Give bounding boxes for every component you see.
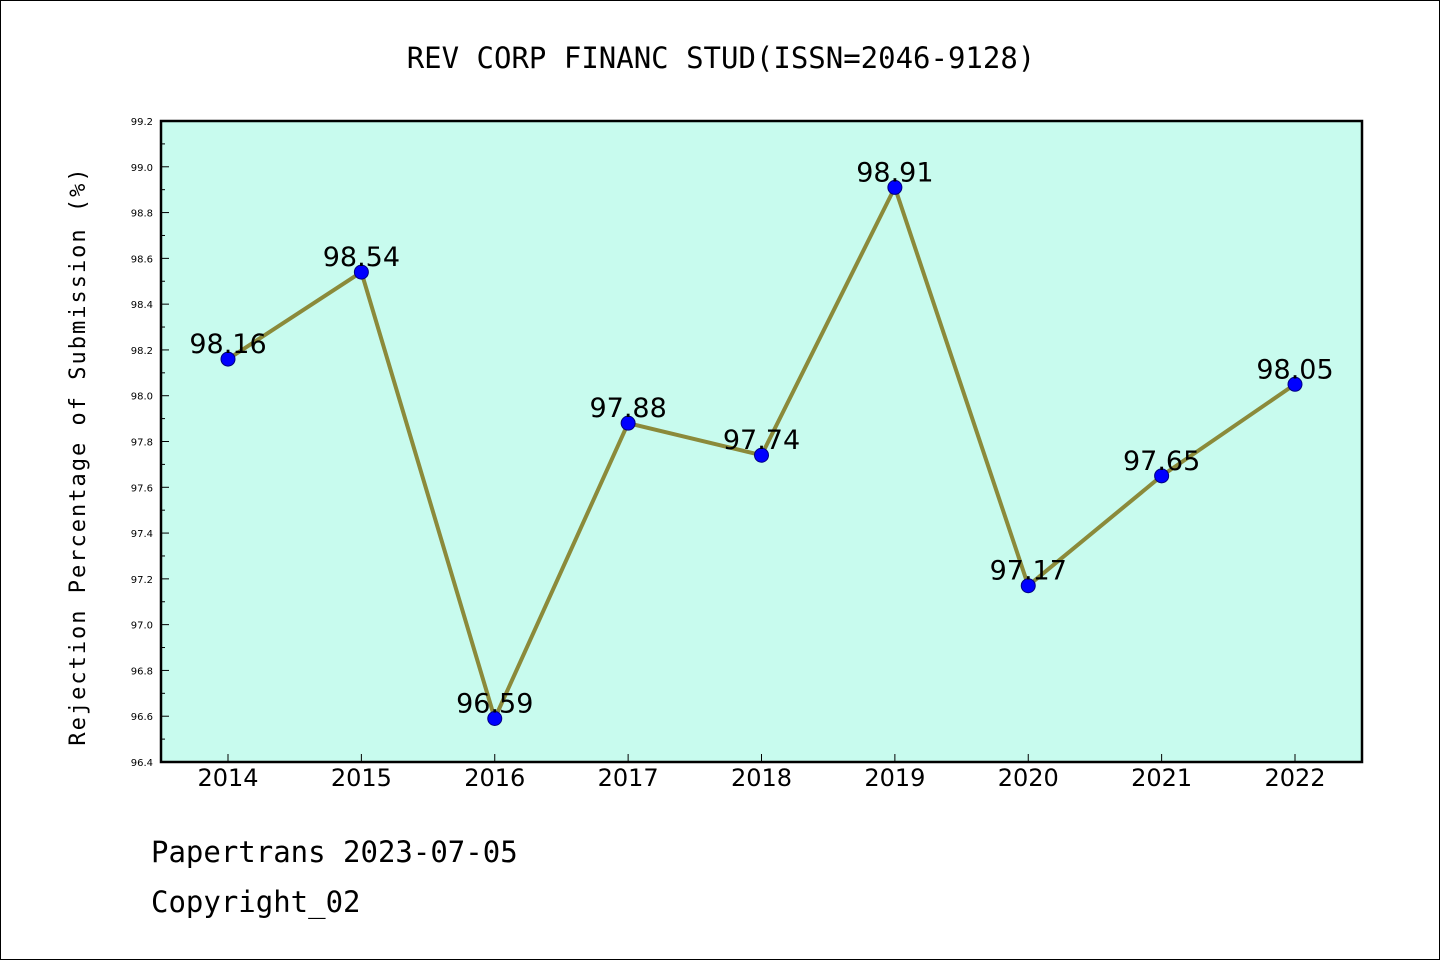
y-axis-label: Rejection Percentage of Submission (%) xyxy=(66,166,91,745)
y-tick-label: 97.6 xyxy=(131,483,153,494)
data-point xyxy=(620,415,636,431)
y-tick-label: 97.2 xyxy=(131,575,153,586)
plot-area xyxy=(161,121,1362,762)
x-tick-label: 2014 xyxy=(197,764,258,792)
x-tick-label: 2021 xyxy=(1131,764,1192,792)
y-tick-label: 96.6 xyxy=(131,712,153,723)
y-tick-label: 97.8 xyxy=(131,438,153,449)
y-tick-label: 98.8 xyxy=(131,209,153,220)
y-tick-label: 98.2 xyxy=(131,346,153,357)
y-tick-label: 98.4 xyxy=(131,300,153,311)
data-label: 98.05 xyxy=(1256,354,1333,385)
plot-border xyxy=(159,119,1364,764)
x-tick-label: 2016 xyxy=(464,764,525,792)
data-label: 97.74 xyxy=(723,425,800,456)
x-tick-label: 2022 xyxy=(1264,764,1325,792)
y-tick-label: 98.6 xyxy=(131,254,153,265)
data-point xyxy=(1154,468,1170,484)
data-label: 98.54 xyxy=(323,242,400,273)
data-label: 98.16 xyxy=(189,329,266,360)
axis-ticks: 96.4 96.6 96.8 97.0 97.2 97.4 97.6 97.8 98.0 98.2… xyxy=(131,117,1326,792)
data-point xyxy=(353,264,369,280)
data-point xyxy=(220,351,236,367)
y-tick-label: 99.0 xyxy=(131,163,153,174)
footer-copyright: Copyright_02 xyxy=(151,885,361,919)
y-tick-label: 97.4 xyxy=(131,529,153,540)
y-tick-label: 96.8 xyxy=(131,666,153,677)
x-tick-label: 2020 xyxy=(998,764,1059,792)
chart-title: REV CORP FINANC STUD(ISSN=2046-9128) xyxy=(407,41,1036,75)
data-label: 97.65 xyxy=(1123,446,1200,477)
data-point xyxy=(1020,578,1036,594)
footer-date: Papertrans 2023-07-05 xyxy=(151,835,518,869)
y-tick-label: 98.0 xyxy=(131,392,153,403)
data-labels: 98.16 98.54 96.59 97.88 97.74 98.91 97.17 97.65… xyxy=(189,157,1333,719)
data-label: 98.91 xyxy=(856,157,933,188)
data-point xyxy=(487,711,503,727)
y-tick-label: 97.0 xyxy=(131,621,153,632)
data-label: 96.59 xyxy=(456,689,533,720)
data-point xyxy=(754,447,769,463)
data-point xyxy=(887,179,903,195)
y-tick-label: 96.4 xyxy=(131,758,153,769)
y-tick-label: 99.2 xyxy=(131,117,153,128)
data-label: 97.88 xyxy=(589,393,666,424)
x-tick-label: 2015 xyxy=(331,764,392,792)
x-tick-label: 2019 xyxy=(864,764,925,792)
data-label: 97.17 xyxy=(990,556,1067,587)
data-point xyxy=(1287,376,1303,392)
x-tick-label: 2018 xyxy=(731,764,792,792)
data-points xyxy=(220,179,1303,727)
x-tick-label: 2017 xyxy=(598,764,659,792)
